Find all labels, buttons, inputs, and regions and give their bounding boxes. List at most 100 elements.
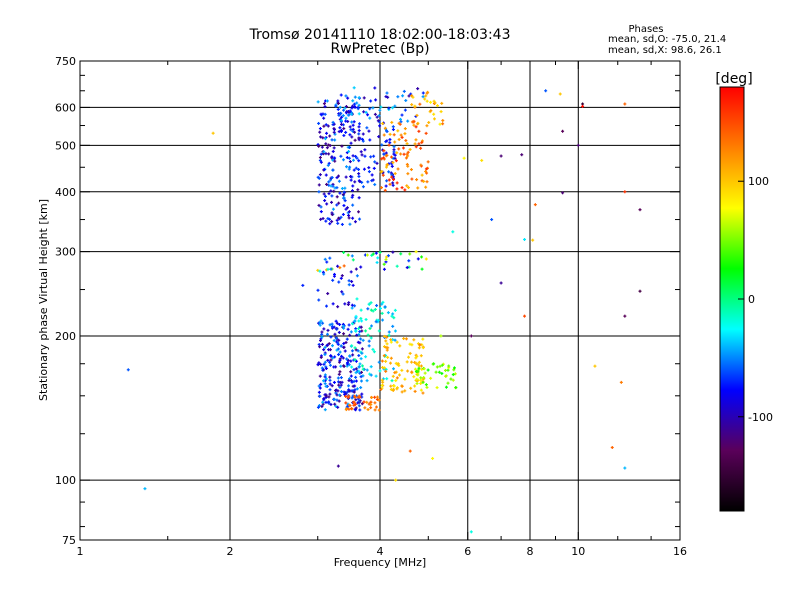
echo-point xyxy=(368,107,372,111)
echo-point xyxy=(368,138,372,142)
echo-point xyxy=(327,395,331,399)
echo-point xyxy=(385,348,389,352)
echo-point xyxy=(398,344,402,348)
echo-point xyxy=(335,195,339,199)
echo-point xyxy=(360,153,364,157)
echo-point xyxy=(329,335,333,339)
echo-point xyxy=(328,178,332,182)
echo-point xyxy=(425,180,429,184)
echo-point xyxy=(322,116,326,120)
echo-point xyxy=(406,369,410,373)
echo-point xyxy=(523,237,527,241)
echo-point xyxy=(414,250,418,254)
echo-point xyxy=(391,160,395,164)
echo-point xyxy=(323,257,327,261)
echo-point xyxy=(351,353,355,357)
echo-point xyxy=(344,119,348,123)
echo-point xyxy=(355,387,359,391)
echo-point xyxy=(400,384,404,388)
echo-point xyxy=(317,384,321,388)
echo-point xyxy=(381,300,385,304)
echo-point xyxy=(338,126,342,130)
echo-point xyxy=(357,404,361,408)
echo-point xyxy=(359,325,363,329)
echo-point xyxy=(451,230,455,234)
echo-point xyxy=(416,369,420,373)
echo-point xyxy=(395,376,399,380)
echo-point xyxy=(340,144,344,148)
echo-point xyxy=(359,308,363,312)
echo-point xyxy=(390,314,394,318)
echo-point xyxy=(361,364,365,368)
echo-point xyxy=(342,364,346,368)
echo-point xyxy=(342,108,346,112)
echo-point xyxy=(322,168,326,172)
echo-point xyxy=(317,404,321,408)
echo-point xyxy=(337,399,341,403)
echo-point xyxy=(373,160,377,164)
echo-point xyxy=(382,262,386,266)
echo-point xyxy=(395,187,399,191)
echo-point xyxy=(378,108,382,112)
echo-point xyxy=(438,364,442,368)
echo-point xyxy=(321,217,325,221)
echo-point xyxy=(422,367,426,371)
echo-point xyxy=(327,342,331,346)
echo-point xyxy=(324,367,328,371)
echo-point xyxy=(432,117,436,121)
echo-point xyxy=(392,367,396,371)
echo-point xyxy=(353,319,357,323)
echo-point xyxy=(385,139,389,143)
echo-point xyxy=(623,190,627,194)
echo-point xyxy=(392,384,396,388)
echo-point xyxy=(403,132,407,136)
echo-point xyxy=(359,316,363,320)
echo-point xyxy=(402,89,406,93)
echo-point xyxy=(417,129,421,133)
echo-point xyxy=(408,351,412,355)
echo-point xyxy=(354,329,358,333)
echo-point xyxy=(387,106,391,110)
echo-point xyxy=(544,89,548,93)
echo-point xyxy=(412,338,416,342)
echo-point xyxy=(366,113,370,117)
echo-point xyxy=(316,288,320,292)
echo-point xyxy=(353,220,357,224)
echo-point xyxy=(405,184,409,188)
echo-point xyxy=(318,386,322,390)
echo-point xyxy=(322,368,326,372)
echo-point xyxy=(361,367,365,371)
echo-point xyxy=(408,449,412,453)
echo-point xyxy=(409,92,413,96)
echo-point xyxy=(480,158,484,162)
echo-point xyxy=(319,135,323,139)
echo-point xyxy=(357,129,361,133)
echo-point xyxy=(423,371,427,375)
stats-x-mode: mean, sd,X: 98.6, 26.1 xyxy=(608,45,722,56)
echo-point xyxy=(414,145,418,149)
echo-point xyxy=(337,338,341,342)
echo-point xyxy=(429,100,433,104)
echo-point xyxy=(353,138,357,142)
echo-point xyxy=(369,301,373,305)
echo-point xyxy=(403,127,407,131)
echo-point xyxy=(336,101,340,105)
echo-point xyxy=(363,148,367,152)
echo-point xyxy=(334,404,338,408)
x-tick-label: 16 xyxy=(673,545,687,558)
echo-point xyxy=(378,250,382,254)
echo-point xyxy=(356,349,360,353)
echo-point xyxy=(346,253,350,257)
echo-point xyxy=(426,160,430,164)
echo-point xyxy=(373,408,377,412)
echo-point xyxy=(434,370,438,374)
echo-point xyxy=(323,352,327,356)
echo-point xyxy=(347,283,351,287)
colorbar-tick-label: -100 xyxy=(748,411,773,424)
echo-point xyxy=(353,130,357,134)
echo-point xyxy=(531,238,535,242)
echo-point xyxy=(382,152,386,156)
echo-point xyxy=(342,196,346,200)
echo-point xyxy=(345,337,349,341)
echo-point xyxy=(337,393,341,397)
